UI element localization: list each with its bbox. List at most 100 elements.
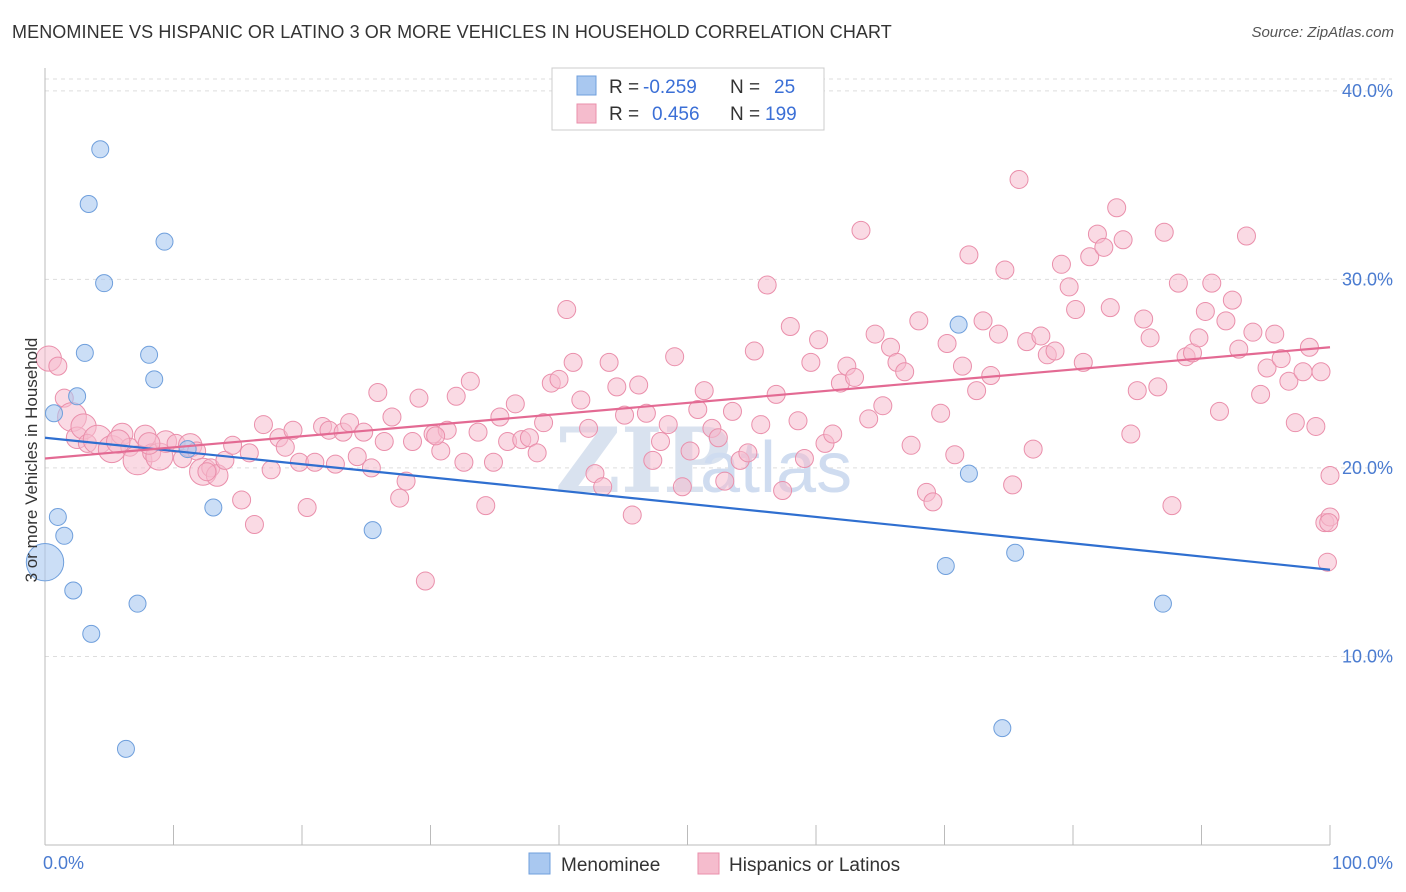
hispanic-point-63 xyxy=(505,394,525,414)
hispanic-point-165 xyxy=(1229,339,1249,359)
y-tick-label-2: 30.0% xyxy=(1342,269,1393,289)
menominee-point-0 xyxy=(25,542,65,582)
bottom-legend-swatch-hispanic xyxy=(697,852,720,875)
menominee-point-12 xyxy=(128,594,147,613)
menominee-point-10 xyxy=(95,274,114,293)
menominee-point-20 xyxy=(949,315,968,334)
hispanic-point-177 xyxy=(1311,362,1331,382)
hispanic-point-126 xyxy=(959,245,979,265)
menominee-trend-line xyxy=(44,436,1331,571)
hispanic-point-140 xyxy=(1059,277,1079,297)
hispanic-point-91 xyxy=(708,428,728,448)
hispanic-point-61 xyxy=(490,407,510,427)
hispanic-point-79 xyxy=(622,505,642,525)
hispanic-point-138 xyxy=(1045,341,1065,361)
hispanic-point-84 xyxy=(658,415,678,435)
hispanic-point-122 xyxy=(931,403,951,423)
hispanic-point-85 xyxy=(665,347,685,367)
hispanic-point-159 xyxy=(1189,328,1209,348)
hispanic-point-46 xyxy=(382,407,402,427)
menominee-point-21 xyxy=(959,464,978,483)
menominee-point-11 xyxy=(116,739,135,758)
hispanic-point-105 xyxy=(809,330,829,350)
hispanic-point-135 xyxy=(1023,439,1043,459)
hispanic-point-166 xyxy=(1236,226,1256,246)
menominee-point-2 xyxy=(48,507,67,526)
hispanic-point-143 xyxy=(1080,247,1100,267)
hispanic-point-70 xyxy=(557,300,577,320)
hispanic-point-164 xyxy=(1222,290,1242,310)
hispanic-point-119 xyxy=(909,311,929,331)
hispanic-point-93 xyxy=(722,401,742,421)
hispanic-point-173 xyxy=(1285,413,1305,433)
hispanic-point-175 xyxy=(1299,337,1319,357)
hispanic-point-153 xyxy=(1148,377,1168,397)
hispanic-point-154 xyxy=(1154,222,1174,242)
hispanic-point-151 xyxy=(1134,309,1154,329)
hispanic-point-112 xyxy=(859,409,879,429)
hispanic-point-149 xyxy=(1121,424,1141,444)
hispanic-point-186 xyxy=(106,429,131,454)
hispanic-point-66 xyxy=(527,443,547,463)
hispanic-point-41 xyxy=(347,447,367,467)
menominee-point-8 xyxy=(82,624,101,643)
menominee-point-13 xyxy=(140,345,159,364)
hispanic-point-170 xyxy=(1265,324,1285,344)
hispanic-point-127 xyxy=(967,381,987,401)
hispanic-trend-line xyxy=(44,346,1331,460)
hispanic-point-145 xyxy=(1094,237,1114,257)
hispanic-point-58 xyxy=(468,422,488,442)
hispanic-point-32 xyxy=(283,420,303,440)
hispanic-point-75 xyxy=(593,477,613,497)
hispanic-point-50 xyxy=(409,388,429,408)
hispanic-point-111 xyxy=(851,220,871,240)
hispanic-point-118 xyxy=(901,435,921,455)
top-legend: R = -0.259 N = 25 R = 0.456 N = 199 xyxy=(551,67,825,131)
hispanic-point-147 xyxy=(1107,198,1127,218)
hispanic-point-123 xyxy=(937,333,957,353)
menominee-point-18 xyxy=(363,521,382,540)
legend-r-label-2: R = xyxy=(609,104,639,125)
menominee-point-9 xyxy=(91,140,110,159)
series-hispanics-points xyxy=(35,169,1340,591)
bottom-legend-swatch-menominee xyxy=(528,852,551,875)
hispanic-point-141 xyxy=(1066,300,1086,320)
hispanic-point-59 xyxy=(476,496,496,516)
hispanic-point-117 xyxy=(895,362,915,382)
hispanic-point-71 xyxy=(563,352,583,372)
hispanic-point-95 xyxy=(738,443,758,463)
series-menominee-points xyxy=(25,140,1172,758)
hispanic-point-28 xyxy=(253,415,273,435)
hispanic-point-65 xyxy=(519,428,539,448)
hispanic-point-183 xyxy=(426,426,446,446)
hispanic-point-160 xyxy=(1195,301,1215,321)
hispanic-point-128 xyxy=(973,311,993,331)
hispanic-point-100 xyxy=(773,481,793,501)
hispanic-point-107 xyxy=(823,424,843,444)
hispanic-point-101 xyxy=(780,317,800,337)
menominee-point-5 xyxy=(68,387,87,406)
legend-box xyxy=(551,67,825,131)
hispanic-point-56 xyxy=(454,452,474,472)
x-tick-label-0: 0.0% xyxy=(43,853,84,873)
hispanic-point-150 xyxy=(1127,381,1147,401)
hispanic-point-146 xyxy=(1100,298,1120,318)
bottom-legend: Menominee Hispanics or Latinos xyxy=(528,852,900,876)
hispanic-point-57 xyxy=(460,371,480,391)
hispanic-point-169 xyxy=(1257,358,1277,378)
menominee-point-3 xyxy=(55,526,74,545)
hispanic-point-181 xyxy=(1320,465,1340,485)
hispanic-point-102 xyxy=(788,411,808,431)
bottom-legend-hispanic: Hispanics or Latinos xyxy=(729,855,900,876)
hispanic-point-89 xyxy=(694,381,714,401)
y-tick-label-0: 10.0% xyxy=(1342,646,1393,666)
legend-r-value-1: -0.259 xyxy=(643,77,697,98)
bottom-legend-menominee: Menominee xyxy=(561,855,660,876)
hispanic-point-49 xyxy=(403,432,423,452)
menominee-point-14 xyxy=(145,370,164,389)
hispanic-point-152 xyxy=(1140,328,1160,348)
hispanic-point-171 xyxy=(1271,349,1291,369)
menominee-point-22 xyxy=(993,719,1012,738)
grid-lines xyxy=(45,78,1392,657)
